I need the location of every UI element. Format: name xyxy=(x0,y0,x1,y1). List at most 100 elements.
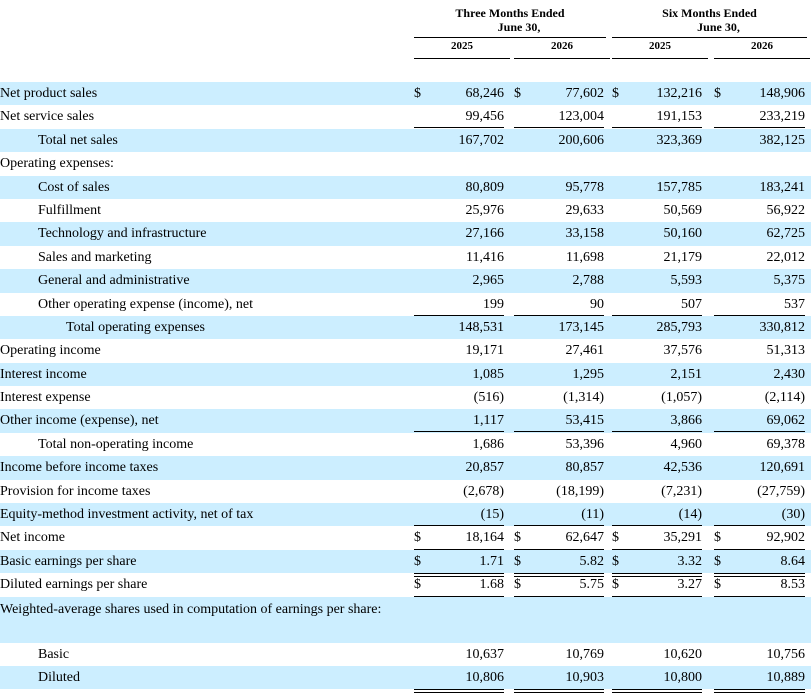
value-cell: 199 xyxy=(414,293,504,316)
row-label: Cost of sales xyxy=(38,179,110,195)
value-cell: 148,531 xyxy=(414,316,505,339)
value-cell xyxy=(514,152,604,175)
value-cell: $5.75 xyxy=(514,573,604,601)
cell-value: (30) xyxy=(781,507,805,523)
value-cell: 33,158 xyxy=(514,222,605,245)
cell-value: 148,906 xyxy=(759,86,806,101)
cell-value: 56,922 xyxy=(766,202,806,218)
value-cell: 2,965 xyxy=(414,269,505,292)
value-cell: 11,698 xyxy=(514,246,604,269)
currency-symbol: $ xyxy=(414,577,421,593)
value-cell: 27,166 xyxy=(414,222,505,245)
cell-value: 5,593 xyxy=(670,273,703,289)
subtotal-rule xyxy=(612,127,702,129)
value-cell: 90 xyxy=(514,293,604,316)
value-cell xyxy=(612,152,702,175)
row-label: Diluted earnings per share xyxy=(0,577,148,593)
value-cell: 27,461 xyxy=(514,339,605,362)
value-cell: 10,889 xyxy=(714,666,806,693)
value-cell: 21,179 xyxy=(612,246,703,269)
row-label: Operating expenses: xyxy=(0,156,114,172)
cell-value: 51,313 xyxy=(766,343,806,359)
value-cell: 10,637 xyxy=(414,643,504,670)
value-cell: (7,231) xyxy=(612,480,702,503)
cell-value: (15) xyxy=(480,507,504,523)
row-label: Interest income xyxy=(0,366,87,382)
cell-value: 10,620 xyxy=(663,646,703,662)
year-underline xyxy=(514,58,610,59)
cell-value: 22,012 xyxy=(766,249,806,265)
value-cell: 10,903 xyxy=(514,666,605,693)
value-cell: (516) xyxy=(414,386,504,409)
total-double-rule xyxy=(612,572,702,577)
subtotal-rule xyxy=(414,314,504,316)
value-cell: 53,415 xyxy=(514,409,605,433)
value-cell: 120,691 xyxy=(714,456,806,479)
cell-value: 10,903 xyxy=(565,669,605,685)
cell-value: 35,291 xyxy=(663,530,703,546)
row-label: Interest expense xyxy=(0,390,91,406)
value-cell: 330,812 xyxy=(714,316,806,339)
value-cell: 323,369 xyxy=(612,129,703,152)
table-row: Diluted 10,806 10,903 10,800 10,889 xyxy=(0,665,811,693)
currency-symbol: $ xyxy=(612,530,619,546)
table-row: Sales and marketing 11,416 11,698 21,179 22,… xyxy=(0,246,811,269)
cell-value: 19,171 xyxy=(465,343,505,359)
value-cell: 167,702 xyxy=(414,129,505,152)
cell-value: (11) xyxy=(581,507,604,523)
value-cell: 25,976 xyxy=(414,199,505,222)
cell-value: 10,800 xyxy=(663,669,703,685)
value-cell: $5.82 xyxy=(514,550,604,577)
subtotal-rule xyxy=(714,525,805,527)
row-label: Net product sales xyxy=(0,86,98,101)
subtotal-rule xyxy=(514,431,604,433)
row-label: Total operating expenses xyxy=(66,319,205,335)
year-underline xyxy=(414,58,510,59)
cell-value: 8.64 xyxy=(780,553,806,569)
cell-value: (14) xyxy=(678,507,702,523)
total-double-rule xyxy=(612,688,702,693)
cell-value: 53,415 xyxy=(565,413,605,429)
total-double-rule xyxy=(714,688,805,693)
cell-value: 191,153 xyxy=(656,109,703,125)
cell-value: 10,889 xyxy=(766,669,806,685)
subtotal-rule xyxy=(414,525,504,527)
cell-value: 77,602 xyxy=(565,86,605,101)
value-cell: 157,785 xyxy=(612,176,703,199)
cell-value: 148,531 xyxy=(458,319,505,335)
total-double-rule xyxy=(514,688,604,693)
table-row: Interest expense (516) (1,314) (1,057) (2,11… xyxy=(0,386,811,409)
row-label: Operating income xyxy=(0,343,101,359)
cell-value: 2,788 xyxy=(572,273,605,289)
cell-value: 2,430 xyxy=(773,366,806,382)
cell-value: 27,166 xyxy=(465,226,505,242)
value-cell: (2,114) xyxy=(714,386,805,409)
value-cell: $62,647 xyxy=(514,526,604,554)
value-cell: 37,576 xyxy=(612,339,703,362)
value-cell: $148,906 xyxy=(714,82,805,105)
cell-value: 50,569 xyxy=(663,202,703,218)
value-cell: (2,678) xyxy=(414,480,504,503)
cell-value: 69,378 xyxy=(766,436,806,452)
value-cell: $8.53 xyxy=(714,573,805,601)
cell-value: 37,576 xyxy=(663,343,703,359)
currency-symbol: $ xyxy=(414,553,421,569)
value-cell: 42,536 xyxy=(612,456,703,479)
table-row: Weighted-average shares used in computat… xyxy=(0,596,811,643)
cell-value: 132,216 xyxy=(656,86,703,101)
currency-symbol: $ xyxy=(514,577,521,593)
currency-symbol: $ xyxy=(714,553,721,569)
total-double-rule xyxy=(414,688,504,693)
value-cell xyxy=(414,597,504,620)
value-cell: 173,145 xyxy=(514,316,605,339)
value-cell: 53,396 xyxy=(514,433,605,456)
value-cell: 537 xyxy=(714,293,805,316)
table-row: Total operating expenses 148,531 173,145 28… xyxy=(0,315,811,340)
cell-value: 21,179 xyxy=(663,249,703,265)
cell-value: (27,759) xyxy=(757,483,805,499)
cell-value: 10,756 xyxy=(766,646,806,662)
value-cell: 200,606 xyxy=(514,129,605,152)
value-cell xyxy=(414,152,504,175)
value-cell: 80,857 xyxy=(514,456,605,479)
cell-value: 173,145 xyxy=(558,319,605,335)
